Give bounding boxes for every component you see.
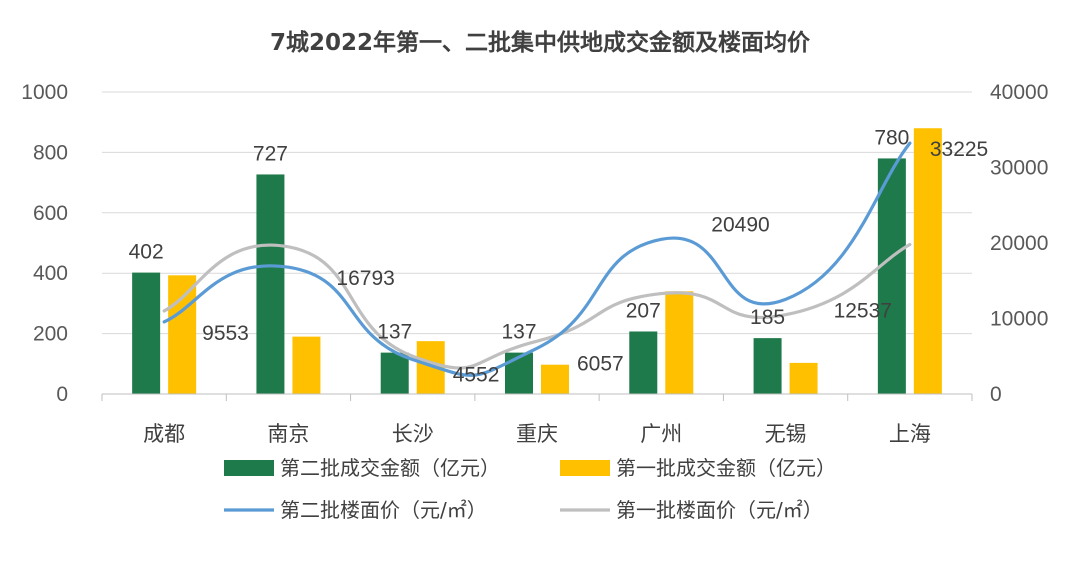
line-data-label: 12537 <box>834 299 892 322</box>
chart-title: 7城2022年第一、二批集中供地成交金额及楼面均价 <box>270 29 811 56</box>
y-left-tick-label: 200 <box>33 323 68 346</box>
line-data-label: 20490 <box>711 213 769 236</box>
data-labels: 402 727 137 137 207 185 780 9553 16793 4552 6057 20… <box>129 126 989 386</box>
y-right-tick-label: 40000 <box>990 81 1048 104</box>
x-category-label: 上海 <box>889 422 931 446</box>
y-right-tick-label: 10000 <box>990 308 1048 331</box>
gridlines <box>102 91 972 335</box>
y-left-tick-label: 0 <box>56 383 68 406</box>
bar <box>168 275 197 394</box>
bar <box>753 338 782 394</box>
bar <box>256 174 285 394</box>
series-line <box>162 242 912 370</box>
y-left-tick-label: 800 <box>33 141 68 164</box>
bar-data-label: 137 <box>501 321 536 344</box>
line-series <box>162 141 912 377</box>
y-right-tick-label: 20000 <box>990 232 1048 255</box>
y-left-tick-label: 1000 <box>21 81 68 104</box>
legend-label: 第一批成交金额（亿元） <box>616 456 836 480</box>
x-category-label: 长沙 <box>392 422 434 446</box>
bar <box>292 336 321 394</box>
line-data-label: 9553 <box>202 322 249 345</box>
legend-swatch <box>224 460 274 476</box>
y-left-tick-label: 400 <box>33 262 68 285</box>
bar-data-label: 780 <box>874 126 909 149</box>
bar <box>665 291 694 394</box>
bar-series <box>132 128 942 395</box>
x-category-label: 南京 <box>267 422 309 446</box>
x-category-label: 广州 <box>640 422 682 446</box>
bar <box>877 158 906 394</box>
bar <box>789 362 818 394</box>
y-right-tick-label: 30000 <box>990 157 1048 180</box>
line-data-label: 6057 <box>577 352 624 375</box>
bar-data-label: 185 <box>750 306 785 329</box>
bar-data-label: 727 <box>253 142 288 165</box>
bar <box>541 364 569 394</box>
bar-data-label: 207 <box>626 299 661 322</box>
bar <box>380 352 409 394</box>
line-data-label: 16793 <box>336 267 394 290</box>
legend-label: 第一批楼面价（元/㎡） <box>616 498 823 522</box>
y-right-tick-label: 0 <box>990 383 1002 406</box>
axes: 02004006008001000010000200003000040000成都… <box>21 81 1048 446</box>
bar <box>629 331 658 394</box>
legend-label: 第二批楼面价（元/㎡） <box>280 498 487 522</box>
line-data-label: 33225 <box>930 138 988 161</box>
legend-swatch <box>560 460 610 476</box>
x-category-label: 重庆 <box>516 422 558 446</box>
x-category-label: 无锡 <box>765 422 807 446</box>
series-line <box>162 141 912 377</box>
bar-data-label: 402 <box>129 241 164 264</box>
bar <box>505 352 533 394</box>
x-category-label: 成都 <box>143 422 185 446</box>
bar <box>913 128 942 395</box>
legend-label: 第二批成交金额（亿元） <box>280 456 500 480</box>
y-left-tick-label: 600 <box>33 202 68 225</box>
bar-data-label: 137 <box>377 321 412 344</box>
line-data-label: 4552 <box>453 364 500 387</box>
bar <box>132 272 161 394</box>
legend: 第二批成交金额（亿元） 第一批成交金额（亿元） 第二批楼面价（元/㎡） 第一批楼面价（… <box>224 456 836 522</box>
